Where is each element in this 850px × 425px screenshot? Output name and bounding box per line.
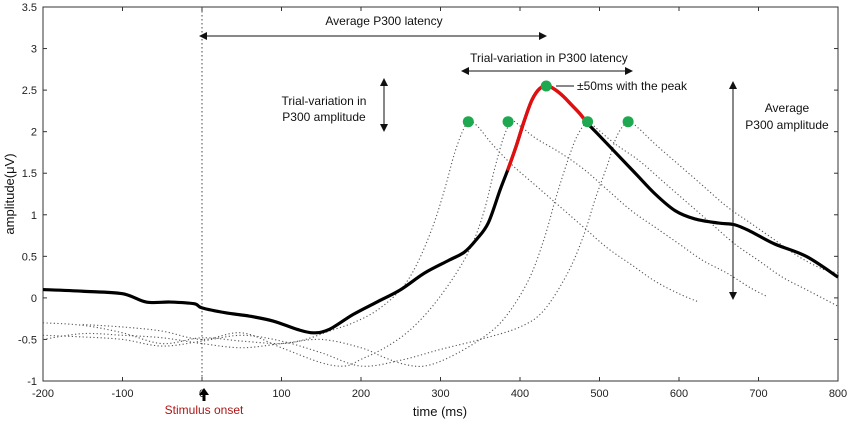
series-layer [42, 84, 839, 367]
series-line-trial-2 [82, 120, 767, 367]
y-tick-label: 1.5 [22, 168, 37, 180]
y-tick-label: 3.5 [22, 2, 37, 14]
peak-marker [540, 80, 552, 92]
x-tick-label: 600 [670, 388, 688, 400]
y-tick-label: 2 [31, 127, 37, 139]
peak-window-label: ±50ms with the peak [577, 79, 688, 93]
series-line-trial-3 [42, 120, 839, 367]
y-tick-label: -0.5 [18, 334, 37, 346]
y-axis-label: amplitude(μV) [2, 153, 17, 234]
x-tick-label: 700 [749, 388, 767, 400]
trial-amp-label-line2: P300 amplitude [282, 110, 366, 124]
x-axis-ticks: -200 -100 0 100 200 300 400 500 600 700 800 [32, 7, 847, 400]
x-tick-label: 200 [352, 388, 370, 400]
x-tick-label: 300 [431, 388, 449, 400]
avg-latency-label: Average P300 latency [325, 14, 442, 28]
plot-frame [42, 6, 839, 382]
y-tick-label: 0.5 [22, 251, 37, 263]
peak-marker [582, 116, 594, 128]
trial-amp-label-line1: Trial-variation in [282, 94, 367, 108]
stimulus-onset-label: Stimulus onset [165, 403, 244, 417]
x-tick-label: -200 [32, 388, 54, 400]
x-tick-label: -100 [111, 388, 133, 400]
avg-amp-label-line2: P300 amplitude [745, 118, 829, 132]
series-line-average [42, 84, 839, 335]
series-line-trial-4 [42, 120, 839, 367]
y-tick-label: 0 [31, 293, 37, 305]
x-axis-label: time (ms) [413, 404, 467, 419]
y-tick-label: -1 [27, 376, 37, 388]
peak-marker [462, 116, 474, 128]
peak-window-highlight [506, 84, 590, 171]
y-tick-label: 1 [31, 210, 37, 222]
x-tick-label: 100 [272, 388, 290, 400]
avg-amp-label-line1: Average [765, 101, 810, 115]
x-tick-label: 400 [511, 388, 529, 400]
y-tick-label: 2.5 [22, 85, 37, 97]
x-tick-label: 800 [829, 388, 847, 400]
peak-marker [502, 116, 514, 128]
y-tick-label: 3 [31, 44, 37, 56]
y-axis-ticks: -1 -0.5 0 0.5 1 1.5 2 2.5 3 3.5 [18, 2, 838, 388]
x-tick-label: 500 [590, 388, 608, 400]
stimulus-onset-arrow [199, 388, 209, 401]
peak-marker [622, 116, 634, 128]
trial-latency-label: Trial-variation in P300 latency [470, 51, 628, 65]
marker-layer [462, 80, 634, 128]
series-line-trial-1 [42, 121, 700, 345]
